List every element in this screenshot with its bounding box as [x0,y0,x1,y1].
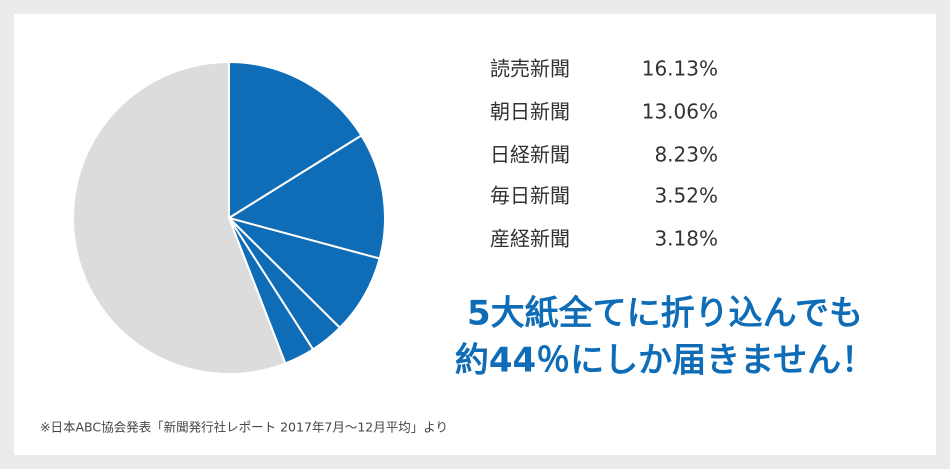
pie-slice [72,60,287,375]
legend-label: 産経新聞 [490,227,570,251]
footnote: ※日本ABC協会発表「新聞発行社レポート 2017年7月～12月平均」より [40,420,448,435]
pie-slice [228,60,363,220]
legend-label: 朝日新聞 [490,100,570,124]
headline: 約44％にしか届きません！ [455,341,875,381]
data-label: 13.06% [642,100,718,124]
legend-label: 日経新聞 [490,143,570,167]
data-label: 3.18% [654,227,718,251]
legend-label: 毎日新聞 [490,184,570,208]
headline: 5大紙全てに折り込んでも [467,294,863,334]
data-label: 8.23% [654,143,718,167]
legend-label: 読売新聞 [490,57,570,81]
data-label: 16.13% [642,57,718,81]
data-label: 3.52% [654,184,718,208]
